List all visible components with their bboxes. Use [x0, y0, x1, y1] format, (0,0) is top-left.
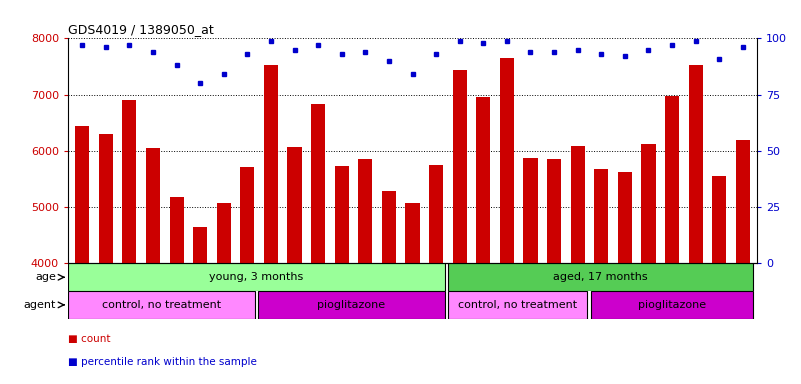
Bar: [335, 166, 348, 263]
Text: control, no treatment: control, no treatment: [458, 300, 578, 310]
Bar: [258, 291, 445, 319]
Bar: [594, 169, 608, 263]
Bar: [477, 98, 490, 263]
Text: ■ percentile rank within the sample: ■ percentile rank within the sample: [68, 357, 257, 367]
Bar: [590, 291, 754, 319]
Text: ■ count: ■ count: [68, 334, 111, 344]
Bar: [311, 104, 325, 263]
Bar: [689, 65, 702, 263]
Bar: [500, 58, 514, 263]
Text: aged, 17 months: aged, 17 months: [553, 272, 648, 282]
Bar: [448, 291, 587, 319]
Text: GDS4019 / 1389050_at: GDS4019 / 1389050_at: [68, 23, 214, 36]
Bar: [358, 159, 372, 263]
Text: pioglitazone: pioglitazone: [638, 300, 706, 310]
Bar: [123, 100, 136, 263]
Bar: [146, 148, 160, 263]
Bar: [170, 197, 183, 263]
Text: pioglitazone: pioglitazone: [317, 300, 385, 310]
Bar: [523, 158, 537, 263]
Bar: [68, 291, 255, 319]
Bar: [240, 167, 255, 263]
Text: control, no treatment: control, no treatment: [102, 300, 221, 310]
Bar: [665, 96, 679, 263]
Bar: [405, 203, 420, 263]
Bar: [570, 146, 585, 263]
Bar: [448, 263, 754, 291]
Text: agent: agent: [24, 300, 56, 310]
Bar: [68, 263, 445, 291]
Text: age: age: [35, 272, 56, 282]
Bar: [712, 176, 727, 263]
Bar: [453, 71, 467, 263]
Bar: [382, 191, 396, 263]
Bar: [99, 134, 113, 263]
Text: young, 3 months: young, 3 months: [209, 272, 304, 282]
Bar: [547, 159, 562, 263]
Bar: [288, 147, 302, 263]
Bar: [618, 172, 632, 263]
Bar: [429, 165, 443, 263]
Bar: [264, 65, 278, 263]
Bar: [75, 126, 90, 263]
Bar: [217, 203, 231, 263]
Bar: [193, 227, 207, 263]
Bar: [642, 144, 655, 263]
Bar: [735, 140, 750, 263]
